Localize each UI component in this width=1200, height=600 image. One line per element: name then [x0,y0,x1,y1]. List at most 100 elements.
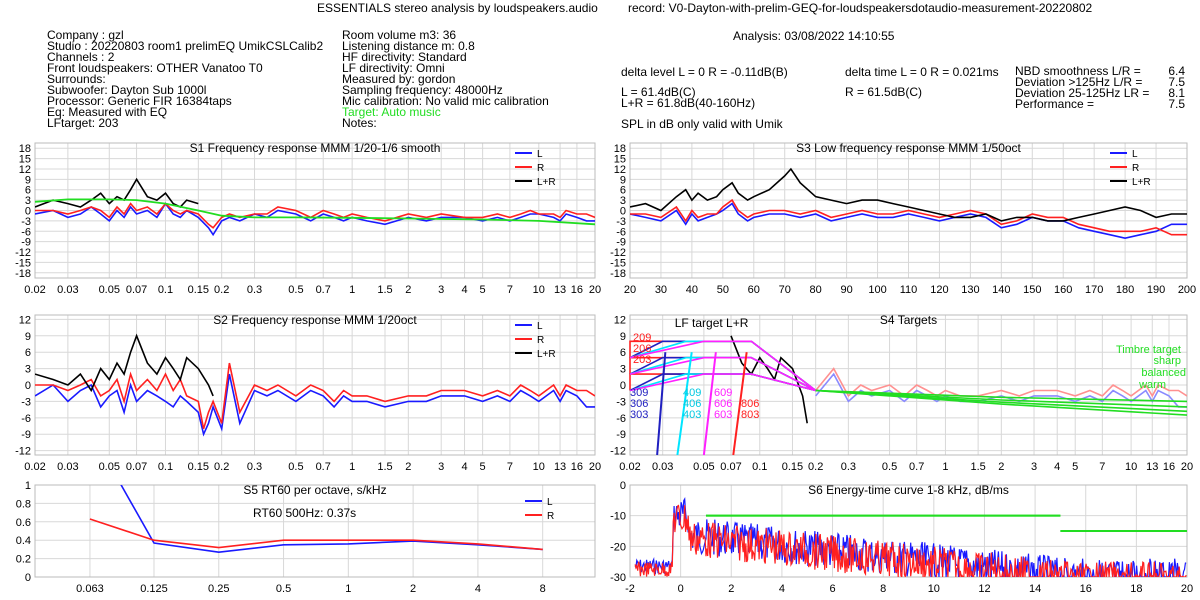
report-title: ESSENTIALS stereo analysis by loudspeake… [317,1,598,15]
x-tick-label: 0.5 [288,284,303,296]
y-tick-label: 0.4 [16,535,31,547]
y-tick-label: -12 [15,247,31,259]
hf-directivity: HF directivity: Standard [342,50,467,64]
y-tick-label: -18 [15,268,31,280]
y-tick-label: 12 [614,164,626,176]
lf-target-label-magenta: 606 [714,398,732,410]
notes: Notes: [342,116,377,130]
x-tick-label: 0.3 [841,461,856,473]
timbre-target-line [815,389,1188,403]
measured-by: Measured by: gordon [342,72,456,86]
lf-target-edge [656,352,667,456]
x-tick-label: 0.15 [782,461,803,473]
y-tick-label: -18 [610,268,626,280]
y-tick-label: 12 [19,164,31,176]
x-tick-label: 16 [571,461,583,473]
series-line-l [120,485,543,554]
series-line-target [35,198,595,226]
x-tick-label: 16 [571,284,583,296]
x-tick-label: 0.02 [24,461,45,473]
chart-title: S6 Energy-time curve 1-8 kHz, dB/ms [808,483,1009,497]
stat-value: 6.4 [1168,64,1185,78]
y-tick-label: -6 [616,226,626,238]
lf-target-label-cyan: 406 [683,398,701,410]
timbre-balanced-label: balanced [1141,367,1186,379]
lf-target-edge [676,352,693,456]
lf-target-label-red: 803 [741,409,759,421]
series-line-l-r [35,333,214,397]
eq: Eq: Measured with EQ [47,105,168,119]
y-tick-label: -9 [616,237,626,249]
x-tick-label: 0.7 [909,461,924,473]
x-tick-label: 4 [779,583,785,595]
x-tick-label: 7 [507,284,513,296]
x-tick-label: 0.1 [752,461,767,473]
legend-label: R [537,335,544,346]
y-tick-label: -3 [21,216,31,228]
y-tick-label: -9 [616,429,626,441]
sampling-frequency: Sampling frequency: 48000Hz [342,83,503,97]
legend-label: R [1132,163,1139,174]
y-tick-label: 3 [25,364,31,376]
y-tick-label: 9 [25,331,31,343]
x-tick-label: 18 [1130,583,1142,595]
series-line-l [35,202,595,237]
x-tick-label: 20 [1181,461,1193,473]
processor: Processor: Generic FIR 16384taps [47,94,232,108]
y-tick-label: 6 [620,185,626,197]
x-tick-label: 0.5 [288,461,303,473]
y-tick-label: 18 [19,143,31,155]
y-tick-label: 0 [25,572,31,584]
x-tick-label: 0.02 [619,461,640,473]
x-tick-label: 40 [686,284,698,296]
chart-title: S1 Frequency response MMM 1/20-1/6 smoot… [190,141,441,155]
target: Target: Auto music [342,105,441,119]
y-tick-label: -6 [21,226,31,238]
x-tick-label: 0.3 [247,461,262,473]
y-tick-label: -3 [616,216,626,228]
l-level: L = 61.4dB(C) [621,85,696,99]
y-tick-label: 1 [25,480,31,492]
series-line-r [89,518,543,551]
timbre-sharp-label: sharp [1153,355,1181,367]
x-tick-label: 190 [1147,284,1165,296]
stat-row: Deviation 25-125Hz LR = 8.1 [1015,87,1185,99]
rt60-annotation: RT60 500Hz: 0.37s [253,506,356,520]
y-tick-label: 6 [25,347,31,359]
series-line-r [630,198,1187,236]
etc-trace [634,504,1187,577]
series-line-r [35,362,595,430]
x-tick-label: 200 [1178,284,1196,296]
x-tick-label: 170 [1085,284,1103,296]
stat-row: Performance = 7.5 [1015,98,1185,110]
x-tick-label: 100 [868,284,886,296]
x-tick-label: 0.07 [126,284,147,296]
lf-target-line [629,340,817,392]
x-tick-label: 0.5 [882,461,897,473]
x-tick-label: 0.7 [316,284,331,296]
legend-label: L+R [537,349,556,360]
studio: Studio : 20220803 room1 prelimEQ UmikCSL… [47,39,324,53]
y-tick-label: 0.6 [16,517,31,529]
listening-distance: Listening distance m: 0.8 [342,39,475,53]
x-tick-label: 1 [345,583,351,595]
legend-label: L [547,497,553,508]
x-tick-label: 30 [655,284,667,296]
lf-target-label-blue: 303 [630,409,648,421]
series-line-l [35,373,595,437]
x-tick-label: 14 [1029,583,1041,595]
chart-subtitle: LF target L+R [675,316,749,330]
lf-target-label-magenta: 603 [714,409,732,421]
x-tick-label: 0.1 [158,461,173,473]
front-loudspeakers: Front loudspeakers: OTHER Vanatoo T0 [47,61,263,75]
x-tick-label: 1.5 [377,284,392,296]
legend-label: L+R [1132,177,1151,188]
x-tick-label: 160 [1054,284,1072,296]
x-tick-label: 20 [589,284,601,296]
y-tick-label: 3 [620,364,626,376]
y-tick-label: -12 [610,446,626,458]
x-tick-label: 0.15 [188,284,209,296]
x-tick-label: 4 [475,583,481,595]
y-tick-label: 9 [25,174,31,186]
x-tick-label: 6 [829,583,835,595]
